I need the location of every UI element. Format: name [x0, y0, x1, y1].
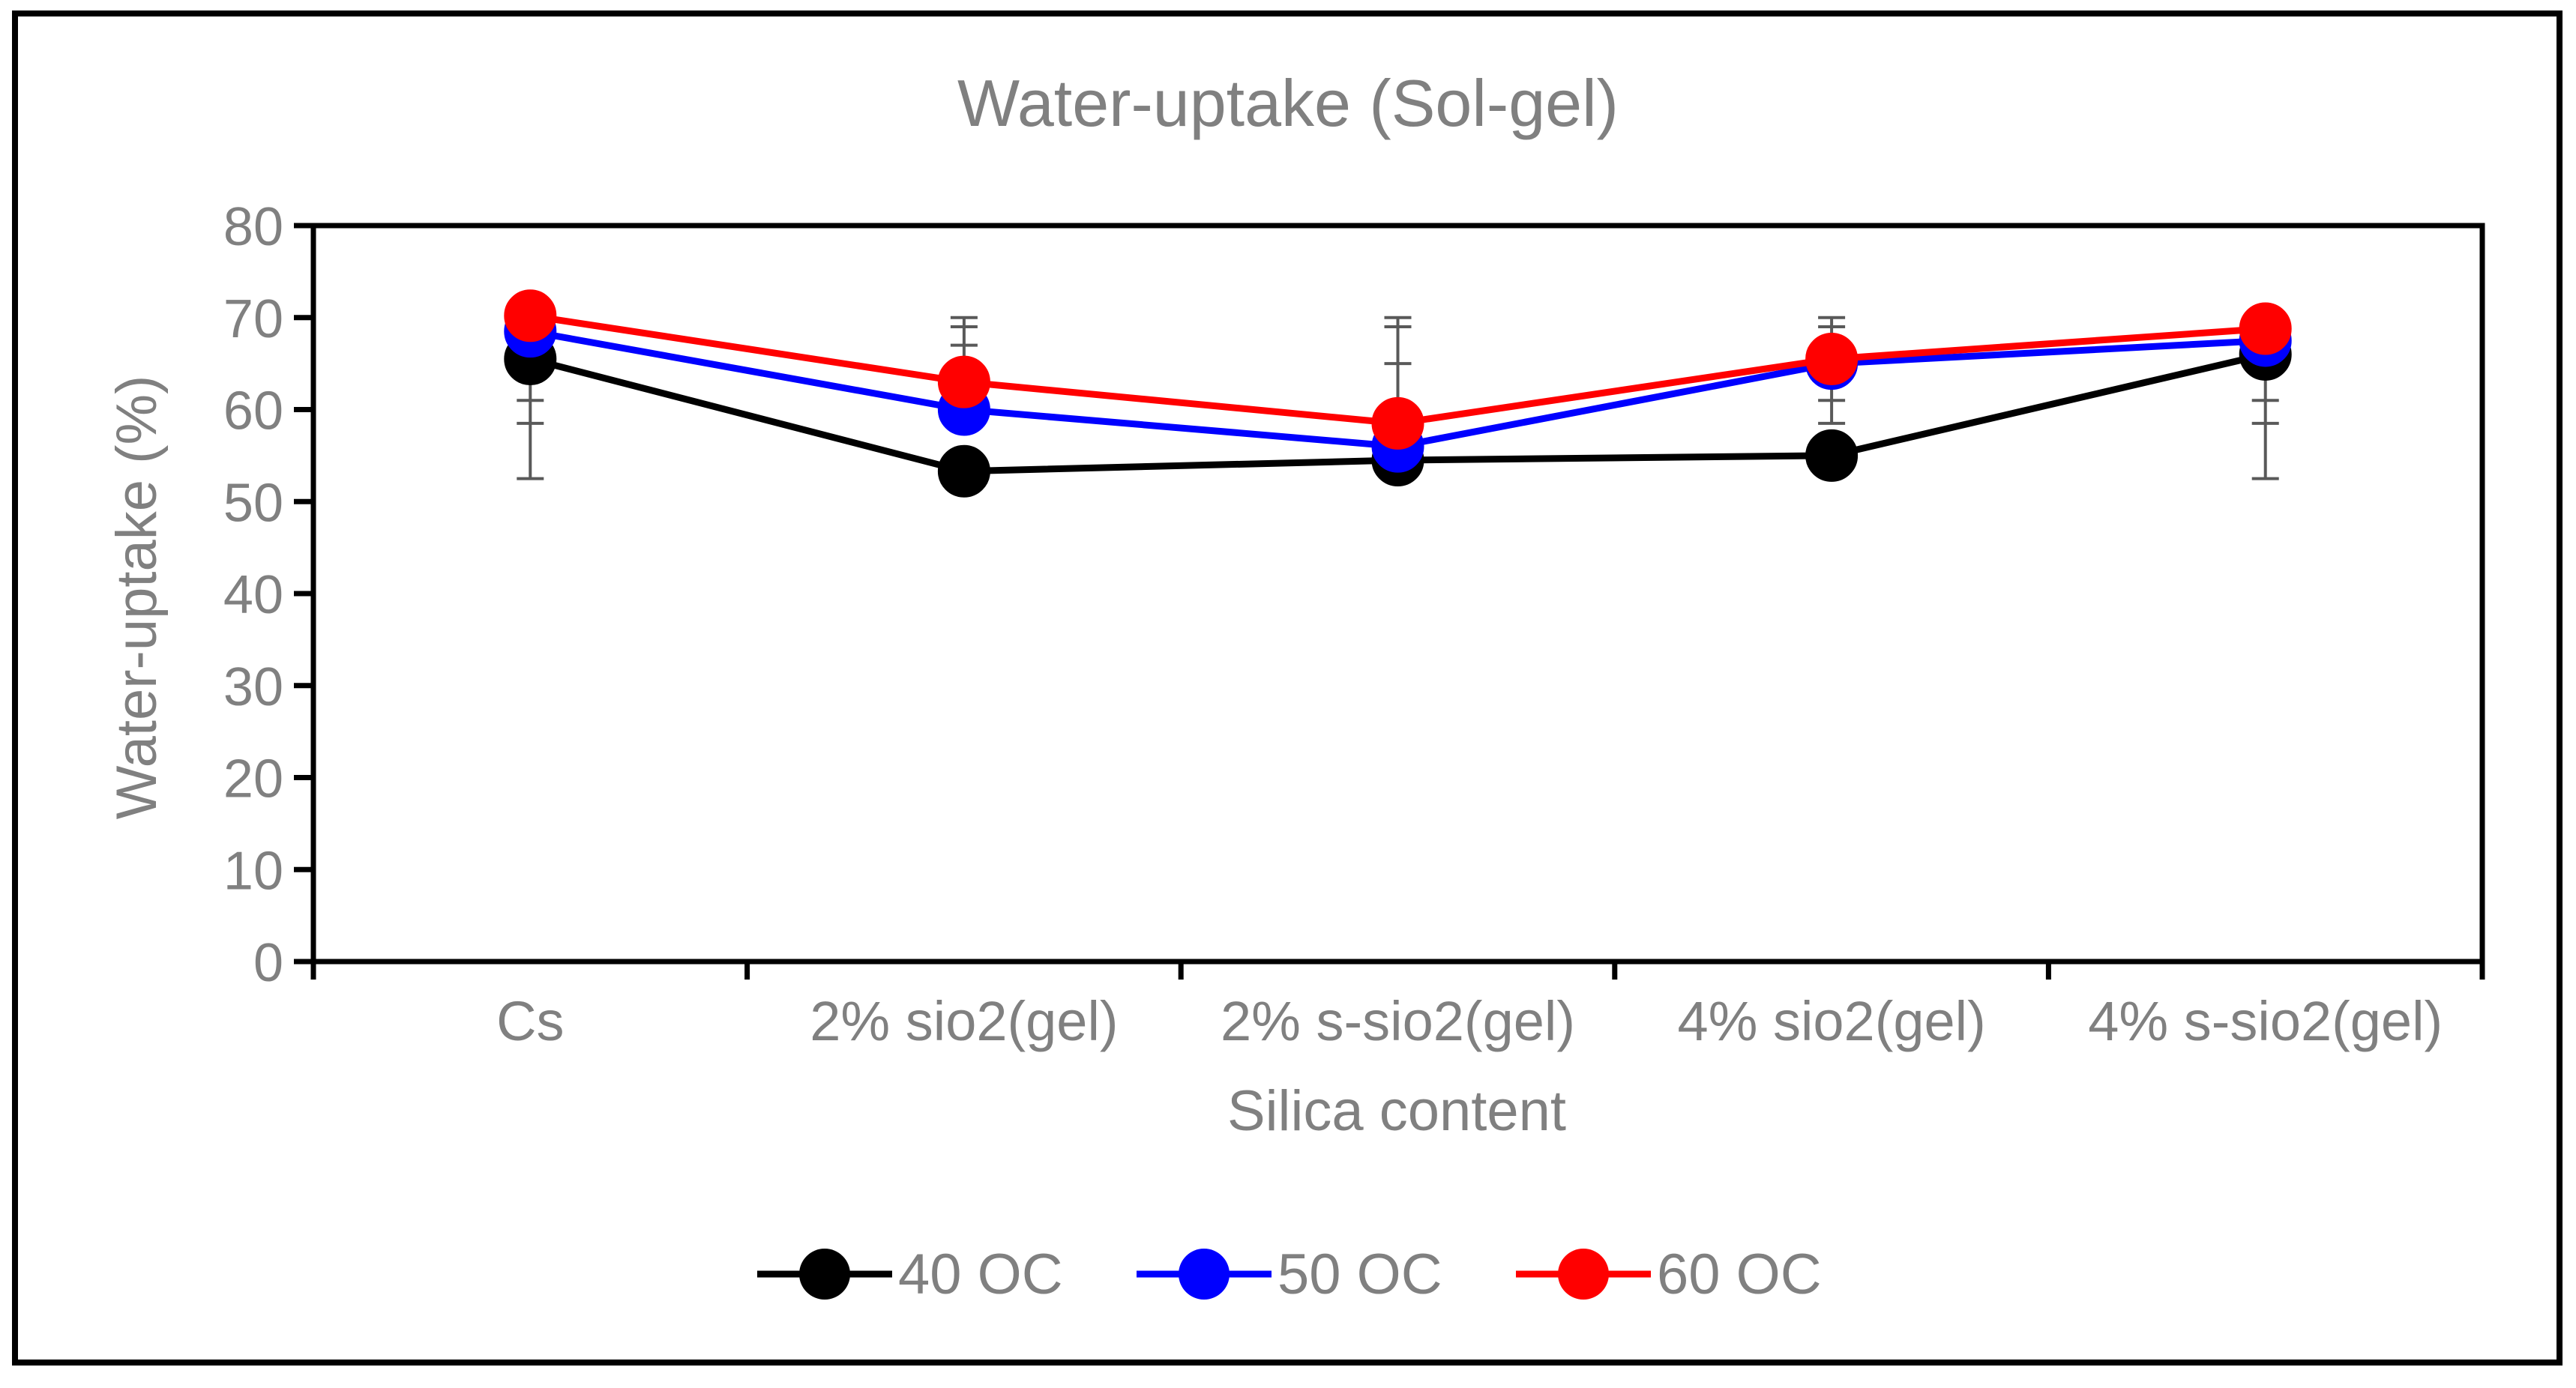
- y-tick-label: 30: [223, 657, 283, 717]
- y-tick-label: 10: [223, 841, 283, 901]
- x-tick-label: 4% s-sio2(gel): [2088, 990, 2443, 1052]
- y-tick-label: 0: [253, 933, 283, 993]
- x-axis-title: Silica content: [1227, 1079, 1566, 1143]
- legend-label: 40 OC: [898, 1243, 1063, 1306]
- data-point: [1371, 396, 1424, 450]
- x-tick-label: 2% s-sio2(gel): [1221, 990, 1575, 1052]
- legend-item: 50 OC: [1137, 1243, 1442, 1306]
- legend-label: 50 OC: [1278, 1243, 1442, 1306]
- x-tick-label: 4% sio2(gel): [1677, 990, 1985, 1052]
- data-point: [1805, 429, 1859, 482]
- data-point: [937, 355, 990, 408]
- legend-marker: [1179, 1249, 1230, 1300]
- legend-marker: [1558, 1249, 1609, 1300]
- data-point: [937, 444, 990, 498]
- chart-title: Water-uptake (Sol-gel): [957, 66, 1619, 140]
- chart-border: [12, 10, 2563, 1366]
- y-tick-label: 20: [223, 749, 283, 809]
- data-point: [1805, 332, 1859, 385]
- y-tick-label: 80: [223, 197, 283, 257]
- y-tick-label: 70: [223, 289, 283, 349]
- legend: 40 OC 50 OC 60 OC: [757, 1243, 1822, 1306]
- legend-item: 60 OC: [1516, 1243, 1822, 1306]
- legend-label: 60 OC: [1657, 1243, 1822, 1306]
- x-tick-label: Cs: [496, 990, 564, 1052]
- y-tick-label: 50: [223, 473, 283, 533]
- data-point: [2239, 302, 2292, 355]
- y-axis-title: Water-uptake (%): [105, 375, 169, 820]
- series-60-oc: [504, 289, 2292, 450]
- legend-item: 40 OC: [757, 1243, 1063, 1306]
- legend-marker: [799, 1249, 850, 1300]
- y-tick-label: 40: [223, 565, 283, 625]
- x-tick-label: 2% sio2(gel): [810, 990, 1118, 1052]
- plot-area: 0 10 20 30 40 50 60 70 80 Cs 2% sio2(gel) 2% s-sio2…: [223, 197, 2485, 1052]
- y-tick-label: 60: [223, 381, 283, 441]
- data-point: [504, 289, 557, 343]
